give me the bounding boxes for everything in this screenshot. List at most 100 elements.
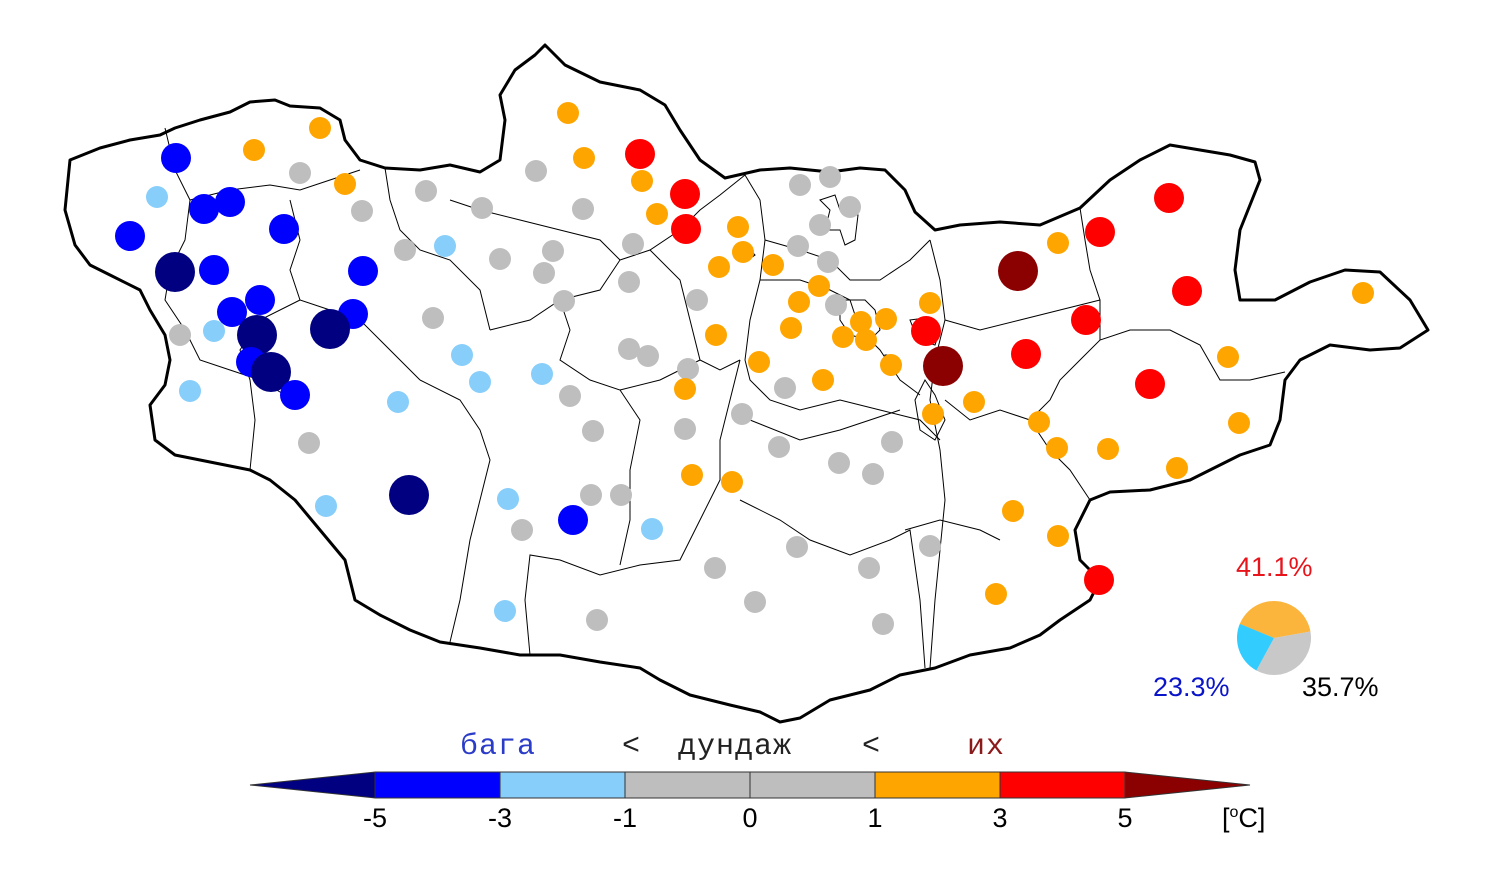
station-marker-gray (553, 290, 575, 312)
colorbar-tick: -5 (362, 803, 388, 833)
station-marker-gray (572, 198, 594, 220)
station-marker-orange (721, 471, 743, 493)
pie-label-normal: 35.7% (1302, 672, 1379, 702)
station-marker-gray (511, 519, 533, 541)
station-marker-orange (243, 139, 265, 161)
station-marker-orange (705, 324, 727, 346)
station-marker-gray (744, 591, 766, 613)
station-marker-gray (819, 166, 841, 188)
station-marker-blue (269, 214, 299, 244)
station-marker-light-blue (315, 495, 337, 517)
station-marker-orange (1047, 232, 1069, 254)
station-marker-orange (875, 308, 897, 330)
legend-label-low: бага (460, 730, 537, 764)
station-marker-blue (245, 285, 275, 315)
station-marker-orange (1166, 457, 1188, 479)
station-marker-orange (1097, 438, 1119, 460)
station-marker-light-blue (387, 391, 409, 413)
pie-slice-above-normal (1239, 601, 1311, 638)
pie-slice-below-normal (1237, 623, 1274, 671)
colorbar-tick: 5 (1117, 803, 1133, 833)
station-marker-gray (768, 436, 790, 458)
station-marker-dark-blue (389, 475, 429, 515)
station-marker-gray (559, 385, 581, 407)
station-marker-orange (922, 403, 944, 425)
station-marker-gray (787, 235, 809, 257)
station-marker-gray (839, 196, 861, 218)
station-marker-orange (788, 291, 810, 313)
station-marker-light-blue (179, 380, 201, 402)
station-marker-blue (348, 256, 378, 286)
station-marker-light-blue (531, 363, 553, 385)
colorbar-bin-below-minus-5 (249, 771, 376, 799)
colorbar (249, 771, 1251, 799)
station-marker-gray (542, 240, 564, 262)
station-marker-dark-blue (310, 309, 350, 349)
station-marker-red (1135, 369, 1165, 399)
station-marker-red (625, 139, 655, 169)
station-marker-blue (217, 297, 247, 327)
station-marker-orange (1217, 346, 1239, 368)
station-marker-orange (985, 583, 1007, 605)
station-marker-gray (774, 377, 796, 399)
station-marker-gray (789, 174, 811, 196)
station-marker-orange (880, 354, 902, 376)
station-marker-gray (674, 418, 696, 440)
station-marker-gray (580, 484, 602, 506)
colorbar-tick: -1 (612, 803, 638, 833)
pie-label-above-normal: 41.1% (1236, 552, 1313, 582)
station-marker-gray (415, 180, 437, 202)
station-marker-orange (557, 102, 579, 124)
station-marker-gray (169, 324, 191, 346)
station-marker-gray (471, 197, 493, 219)
station-marker-light-blue (497, 488, 519, 510)
station-marker-orange (963, 391, 985, 413)
station-marker-blue (215, 187, 245, 217)
station-marker-light-blue (469, 371, 491, 393)
colorbar-tick: 1 (867, 803, 883, 833)
station-marker-orange (1002, 500, 1024, 522)
station-marker-light-blue (434, 235, 456, 257)
station-marker-orange (780, 317, 802, 339)
station-marker-gray (828, 452, 850, 474)
station-marker-gray (704, 557, 726, 579)
station-marker-blue (199, 255, 229, 285)
station-marker-orange (748, 351, 770, 373)
station-marker-orange (808, 275, 830, 297)
station-marker-dark-blue (155, 252, 195, 292)
station-marker-orange (708, 256, 730, 278)
station-marker-red (1154, 183, 1184, 213)
category-pie-chart (1237, 601, 1311, 675)
colorbar-bin-above-5 (1124, 771, 1251, 799)
station-marker-gray (618, 271, 640, 293)
station-marker-light-blue (146, 186, 168, 208)
station-marker-gray (686, 289, 708, 311)
station-marker-gray (786, 536, 808, 558)
station-marker-orange (812, 369, 834, 391)
station-marker-red (671, 214, 701, 244)
pie-slice-normal (1256, 631, 1311, 675)
station-marker-gray (289, 162, 311, 184)
station-marker-gray (858, 557, 880, 579)
colorbar-bin-3-to-5 (999, 771, 1126, 799)
station-marker-orange (646, 203, 668, 225)
country-border (63, 43, 1430, 724)
legend-separator-2: < (862, 730, 882, 764)
station-marker-red (1085, 217, 1115, 247)
station-marker-orange (855, 329, 877, 351)
station-marker-gray (586, 609, 608, 631)
province-boundaries (164, 127, 1286, 669)
station-marker-blue (558, 505, 588, 535)
station-marker-orange (1046, 437, 1068, 459)
station-marker-light-blue (203, 320, 225, 342)
station-marker-orange (1028, 411, 1050, 433)
station-marker-gray (525, 160, 547, 182)
colorbar-tick: 0 (742, 803, 758, 833)
colorbar-bin-minus-5-to-minus-3 (374, 771, 501, 799)
station-marker-blue (161, 143, 191, 173)
station-marker-orange (762, 254, 784, 276)
station-marker-gray (422, 307, 444, 329)
station-marker-orange (732, 241, 754, 263)
colorbar-bin-0-to-1 (749, 771, 876, 799)
